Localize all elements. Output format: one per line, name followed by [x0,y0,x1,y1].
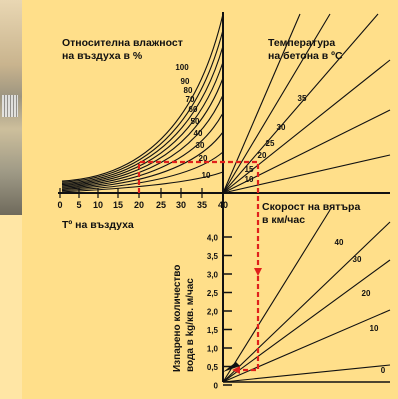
wind-speed-line [222,309,391,383]
nomogram-panel [22,0,398,399]
air-temperature-tick-label: 10 [93,200,103,210]
example-dashed-line [137,160,260,372]
humidity-curve [61,45,224,184]
humidity-curve [61,151,224,192]
concrete-temperature-line [222,13,301,194]
humidity-curve-label: 10 [202,171,211,180]
evaporation-tick-label: 3,5 [207,252,219,261]
wind-speed-line [222,259,391,383]
concrete-temperature-line [222,13,379,194]
air-temperature-ticks: 0 5 10 15 20 25 30 35 40 [57,188,228,210]
evaporation-tick-label: 1,5 [207,326,219,335]
example-path [137,160,262,374]
evaporation-tick-label: 2,0 [207,308,219,317]
evaporation-ticks: 4,0 3,5 3,0 2,5 2,0 1,5 1,0 0,5 0 [207,234,232,391]
wind-speed-label: 0 [381,366,386,375]
wind-speed-line [222,221,391,383]
humidity-curve-label: 90 [181,77,190,86]
concrete-temperature-label: 25 [266,139,275,148]
wind-speed-label-line2: в км/час [262,214,305,226]
air-temperature-tick-label: 30 [176,200,186,210]
wind-speed-label: 40 [335,238,344,247]
evaporation-tick-label: 1,0 [207,345,219,354]
humidity-curve-label: 70 [186,95,195,104]
humidity-curve [61,131,224,190]
reading-pointer-icon [223,362,240,372]
air-temperature-label: Tº на въздуха [62,219,134,231]
humidity-curve-label: 80 [184,86,193,95]
air-temperature-tick-label: 20 [134,200,144,210]
concrete-temperature-label: 35 [298,94,307,103]
concrete-temperature-line [222,109,391,194]
humidity-curve [61,29,224,183]
air-temperature-tick-label: 35 [197,200,207,210]
concrete-temperature-title-line2: на бетона в ºC [268,50,343,62]
air-temperature-tick-label: 25 [156,200,166,210]
concrete-temperature-line [222,13,331,194]
humidity-curve-label: 40 [194,129,203,138]
air-temperature-tick-label: 0 [57,200,62,210]
concrete-temperature-label: 15 [245,165,254,174]
evaporation-label-line1: Изпарено количество [172,265,183,372]
humidity-curve [61,61,224,186]
evaporation-label-line2: вода в kg/кв. м/час [185,278,196,372]
wind-speed-lines: 40 30 20 10 0 [222,209,391,383]
humidity-curve-label: 100 [175,63,189,72]
concrete-temperature-line [222,59,391,194]
concrete-temperature-line [222,154,391,194]
humidity-curve [61,94,224,188]
wind-speed-line [222,209,331,383]
evaporation-tick-label: 0 [214,382,219,391]
evaporation-tick-label: 2,5 [207,289,219,298]
wind-speed-line [222,364,391,383]
humidity-curve-label: 30 [196,141,205,150]
humidity-curve [61,112,224,189]
humidity-curve-label: 50 [191,117,200,126]
concrete-temperature-label: 10 [245,175,254,184]
evaporation-tick-label: 4,0 [207,234,219,243]
wind-speed-label: 10 [370,324,379,333]
air-temperature-tick-label: 40 [218,200,228,210]
evaporation-tick-label: 0,5 [207,363,219,372]
air-temperature-tick-label: 5 [76,200,81,210]
concrete-temperature-label: 20 [258,151,267,160]
humidity-title-line1: Относителна влажност [62,37,183,49]
construction-photo [0,0,22,215]
humidity-title-line2: на въздуха в % [62,50,143,62]
wind-speed-label: 20 [362,289,371,298]
concrete-temperature-label: 30 [277,123,286,132]
wind-speed-label-line1: Скорост на вятъра [262,201,360,213]
humidity-curve [61,171,224,193]
humidity-curve [61,77,224,187]
air-temperature-tick-label: 15 [113,200,123,210]
evaporation-tick-label: 3,0 [207,271,219,280]
humidity-curve-label: 60 [189,105,198,114]
left-arrow-icon [232,366,240,374]
humidity-curve-label: 20 [199,154,208,163]
humidity-curve [61,13,224,182]
concrete-temperature-title-line1: Температура [268,37,335,49]
down-arrow-icon [254,268,262,276]
wind-speed-label: 30 [353,255,362,264]
